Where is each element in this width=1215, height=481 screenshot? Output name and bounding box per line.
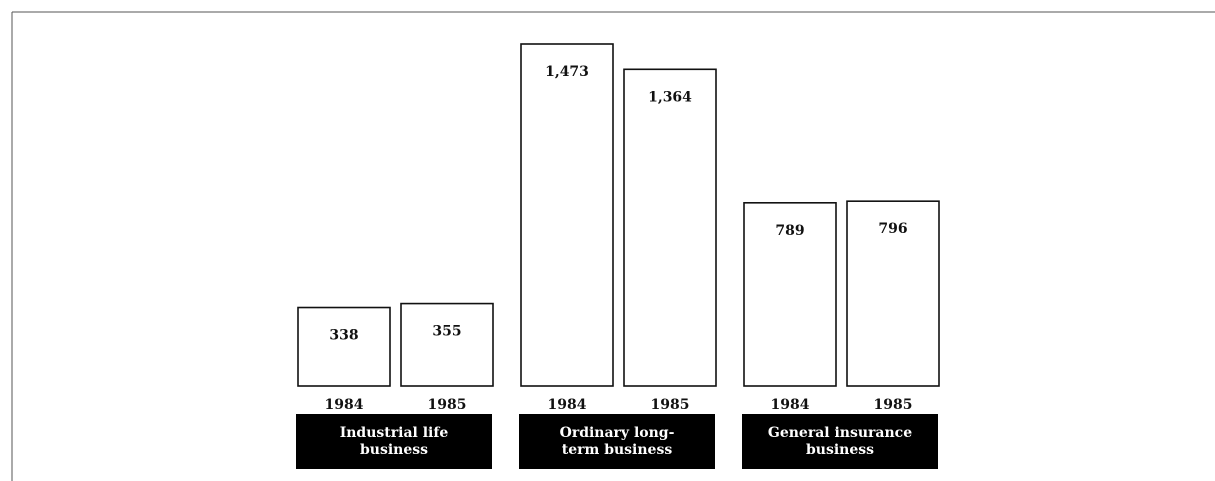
value-label: 1,473 [545,64,589,80]
value-label: 1,364 [648,89,692,105]
value-label: 338 [329,328,358,344]
series-label: 1984 [771,397,810,413]
bar [623,68,717,387]
category-label: Industrial life business [296,414,492,469]
value-label: 796 [878,221,907,237]
series-label: 1984 [548,397,587,413]
series-label: 1984 [325,397,364,413]
bar [846,200,940,387]
bar [297,306,391,387]
bar [743,202,837,387]
category-label: General insurance business [742,414,938,469]
series-label: 1985 [428,397,467,413]
series-label: 1985 [651,397,690,413]
value-label: 355 [432,324,461,340]
bar [520,43,614,387]
category-label: Ordinary long-term business [519,414,715,469]
series-label: 1985 [874,397,913,413]
bar [400,302,494,387]
value-label: 789 [775,223,804,239]
